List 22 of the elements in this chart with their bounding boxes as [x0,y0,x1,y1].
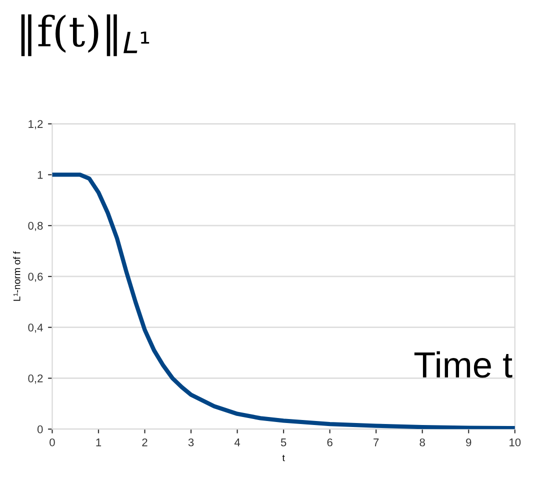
y-tick-label: 0,4 [28,324,43,333]
x-tick-label: 0 [50,438,55,446]
y-tick-label: 0,8 [28,222,43,232]
x-tick-label: 9 [466,438,472,446]
y-tick-label: 0,6 [28,272,43,282]
x-tick-label: 5 [280,438,286,446]
x-tick-label: 4 [234,438,240,446]
chart-title: ‖f(t)‖$_{L¹}$ [21,14,150,56]
y-tick-label: 0,2 [28,374,43,384]
y-axis-title: L¹-norm of f [13,251,20,301]
y-tick-label: 1,2 [28,120,43,130]
x-tick-label: 3 [188,438,194,446]
annotation: Time t [414,351,512,378]
x-tick-label: 7 [374,438,379,446]
x-tick-label: 1 [96,438,102,446]
x-tick-label: 2 [142,438,148,446]
y-tick-label: 0 [37,425,43,434]
x-tick-label: 10 [510,438,521,446]
x-tick-label: 6 [327,438,332,446]
x-axis-title: t [282,454,285,462]
x-tick-label: 8 [420,438,425,446]
y-tick-label: 1 [38,171,43,179]
